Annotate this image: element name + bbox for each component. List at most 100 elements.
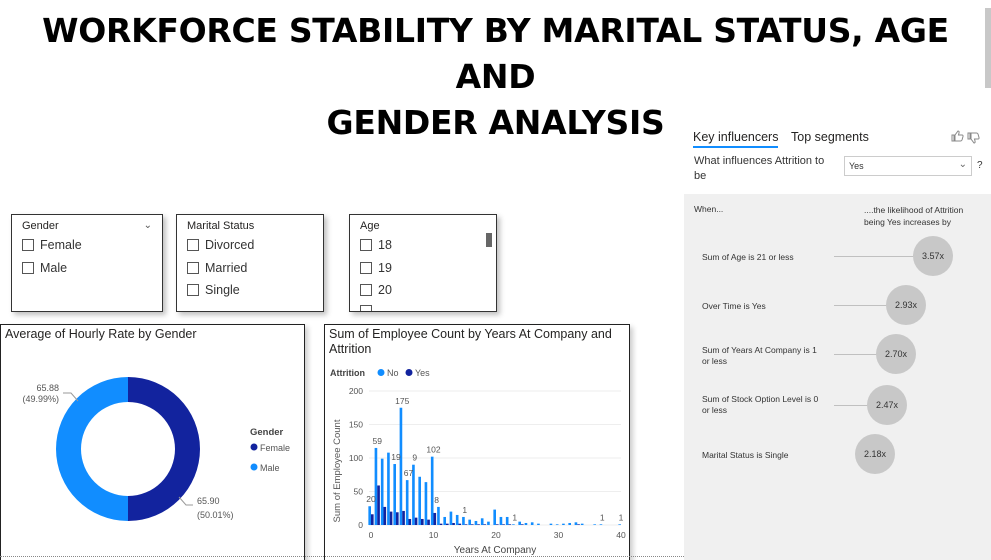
- slicer-item-married[interactable]: Married: [187, 261, 247, 275]
- bar-yes[interactable]: [414, 517, 418, 525]
- bar-yes[interactable]: [521, 524, 524, 525]
- bar-no[interactable]: [549, 523, 553, 525]
- bar-yes[interactable]: [464, 524, 468, 525]
- bar-no[interactable]: [387, 452, 390, 525]
- bar-no[interactable]: [512, 524, 515, 525]
- bar-yes[interactable]: [389, 511, 393, 525]
- bar-no[interactable]: [393, 464, 396, 525]
- bar-yes[interactable]: [383, 506, 387, 525]
- bar-no[interactable]: [574, 522, 578, 525]
- bar-yes[interactable]: [446, 523, 449, 525]
- influencer-bubble[interactable]: 2.18x: [855, 434, 895, 474]
- bar-no[interactable]: [405, 480, 409, 525]
- bar-yes[interactable]: [371, 514, 374, 525]
- bar-yes[interactable]: [408, 518, 412, 525]
- bar-yes[interactable]: [421, 518, 424, 525]
- bar-no[interactable]: [468, 519, 471, 525]
- bar-yes[interactable]: [477, 524, 480, 525]
- bar-yes[interactable]: [471, 524, 474, 525]
- bar-no[interactable]: [380, 458, 384, 525]
- slicer-item-single[interactable]: Single: [187, 283, 240, 297]
- bar-no[interactable]: [418, 476, 421, 525]
- checkbox[interactable]: [187, 284, 199, 296]
- checkbox[interactable]: [360, 305, 372, 311]
- bar-no[interactable]: [568, 522, 571, 525]
- help-icon[interactable]: ?: [977, 160, 983, 171]
- slicer-item-divorced[interactable]: Divorced: [187, 238, 254, 252]
- checkbox[interactable]: [360, 284, 372, 296]
- bar-yes[interactable]: [452, 522, 455, 525]
- slicer-item-male[interactable]: Male: [22, 261, 67, 275]
- bar-yes[interactable]: [502, 524, 505, 525]
- slicer-item-age-18[interactable]: 18: [360, 238, 392, 252]
- tab-top-segments[interactable]: Top segments: [791, 130, 869, 144]
- bar-no[interactable]: [368, 506, 371, 525]
- influencer-bubble[interactable]: 2.47x: [867, 385, 907, 425]
- bar-no[interactable]: [374, 447, 378, 525]
- bar-no[interactable]: [474, 520, 478, 525]
- bar-chart-visual[interactable]: Sum of Employee Count by Years At Compan…: [324, 324, 630, 560]
- donut-slice-female[interactable]: [128, 377, 200, 521]
- checkbox[interactable]: [360, 239, 372, 251]
- bar-no[interactable]: [424, 482, 428, 525]
- bar-yes[interactable]: [458, 523, 462, 525]
- bar-no[interactable]: [487, 521, 490, 525]
- bar-no[interactable]: [430, 456, 434, 525]
- bar-no[interactable]: [530, 522, 534, 525]
- bar-yes[interactable]: [427, 519, 430, 525]
- legend-item-yes[interactable]: Yes: [415, 368, 430, 378]
- bar-yes[interactable]: [439, 523, 443, 525]
- bar-no[interactable]: [449, 511, 453, 525]
- donut-chart-visual[interactable]: Average of Hourly Rate by Gender 65.88 (…: [0, 324, 305, 560]
- checkbox[interactable]: [22, 262, 34, 274]
- bar-yes[interactable]: [402, 510, 405, 525]
- tab-key-influencers[interactable]: Key influencers: [693, 130, 779, 148]
- attrition-value-dropdown[interactable]: Yes ⌄: [844, 156, 972, 176]
- slicer-item-age-20[interactable]: 20: [360, 283, 392, 297]
- slicer-item-age-partial[interactable]: [360, 305, 372, 311]
- bar-no[interactable]: [593, 524, 596, 525]
- bar-no[interactable]: [443, 516, 446, 525]
- bar-no[interactable]: [505, 516, 509, 525]
- checkbox[interactable]: [187, 262, 199, 274]
- bar-no[interactable]: [455, 514, 459, 525]
- bar-no[interactable]: [537, 523, 540, 525]
- thumbs-down-icon[interactable]: [967, 132, 980, 147]
- slicer-scrollbar[interactable]: [486, 233, 492, 247]
- bar-yes[interactable]: [396, 512, 399, 525]
- checkbox[interactable]: [22, 239, 34, 251]
- influencer-bubble[interactable]: 2.93x: [886, 285, 926, 325]
- bar-no[interactable]: [499, 516, 503, 525]
- bar-yes[interactable]: [433, 512, 437, 525]
- bar-no[interactable]: [599, 524, 603, 525]
- legend-item-no[interactable]: No: [387, 368, 399, 378]
- checkbox[interactable]: [360, 262, 372, 274]
- bar-no[interactable]: [580, 523, 584, 525]
- influencer-bubble[interactable]: 2.70x: [876, 334, 916, 374]
- legend-item-male[interactable]: Male: [260, 463, 280, 473]
- bar-no[interactable]: [412, 464, 415, 525]
- checkbox[interactable]: [187, 239, 199, 251]
- influencer-bubble[interactable]: 3.57x: [913, 236, 953, 276]
- bar-no[interactable]: [618, 524, 621, 525]
- bar-no[interactable]: [524, 522, 528, 525]
- bar-no[interactable]: [562, 523, 565, 525]
- chevron-down-icon[interactable]: ⌄: [958, 159, 967, 170]
- legend-item-female[interactable]: Female: [260, 443, 290, 453]
- bar-no[interactable]: [493, 509, 496, 525]
- bar-yes[interactable]: [496, 524, 499, 525]
- thumbs-up-icon[interactable]: [951, 130, 964, 145]
- bar-no[interactable]: [462, 516, 465, 525]
- donut-slice-male[interactable]: [56, 377, 128, 521]
- bar-yes[interactable]: [377, 485, 380, 525]
- bar-no[interactable]: [437, 506, 440, 525]
- bar-no[interactable]: [399, 407, 403, 525]
- page-scrollbar[interactable]: [985, 8, 991, 88]
- bar-yes[interactable]: [483, 524, 487, 525]
- bar-yes[interactable]: [508, 524, 512, 525]
- slicer-item-age-19[interactable]: 19: [360, 261, 392, 275]
- bar-no[interactable]: [555, 524, 559, 525]
- slicer-item-female[interactable]: Female: [22, 238, 82, 252]
- chevron-down-icon[interactable]: ⌄: [143, 220, 152, 231]
- bar-no[interactable]: [480, 518, 484, 525]
